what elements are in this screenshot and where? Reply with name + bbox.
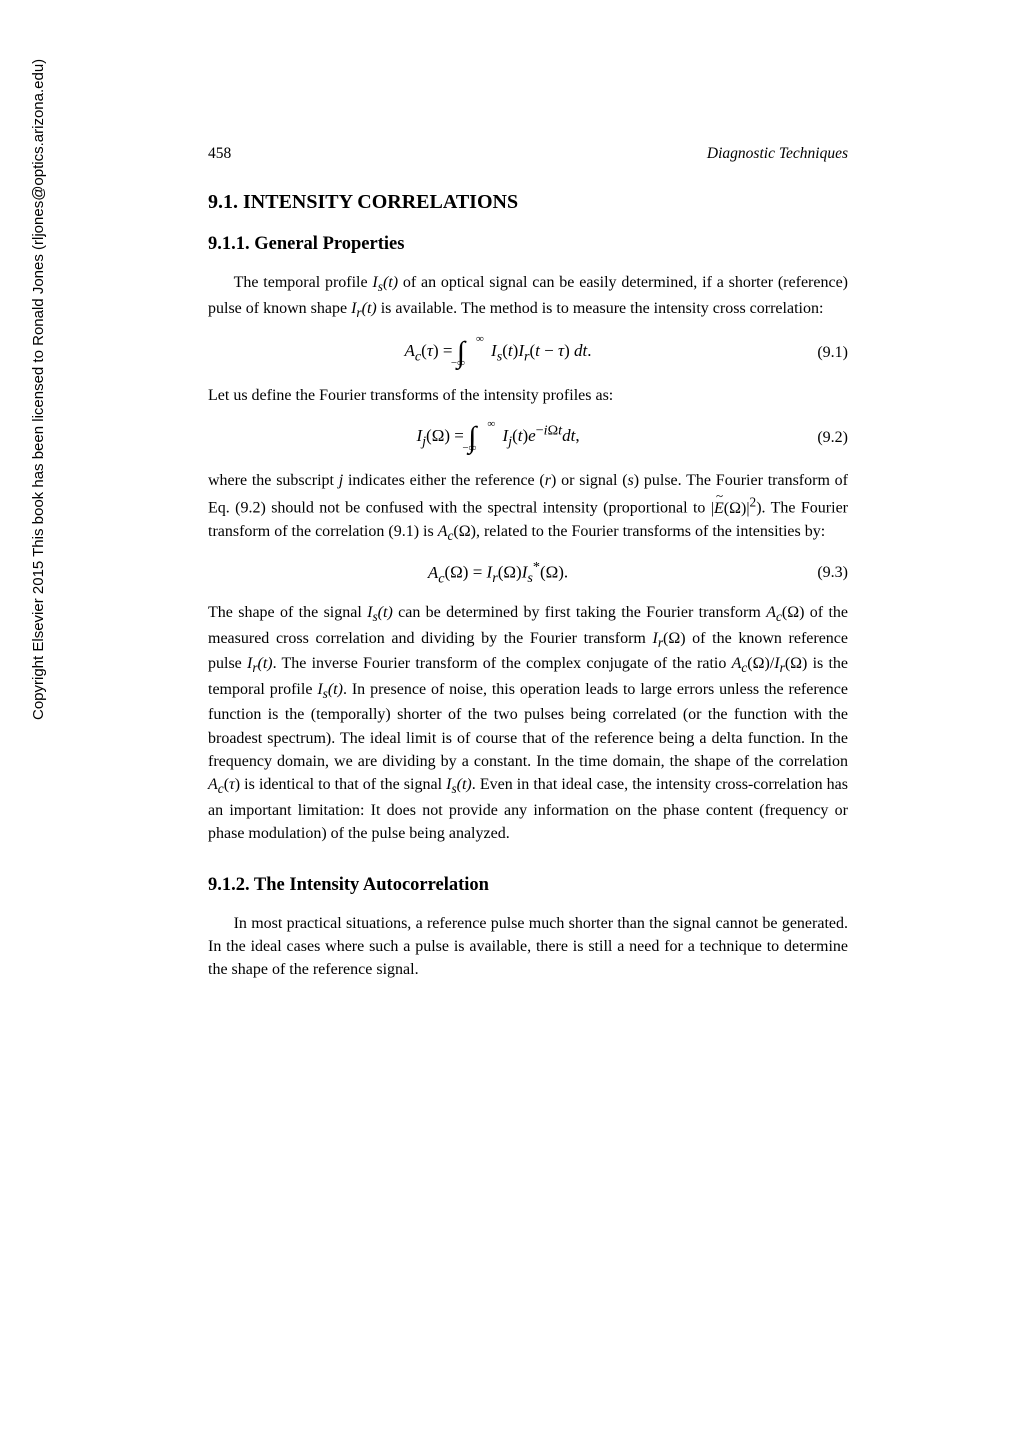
math-inline: Ac(Ω)/Ir(Ω) — [732, 655, 808, 672]
paragraph: Let us define the Fourier transforms of … — [208, 384, 848, 407]
math-inline: Is(t) — [446, 776, 472, 793]
equation-number: (9.1) — [788, 344, 848, 362]
page: Copyright Elsevier 2015 This book has be… — [0, 0, 1020, 1443]
subsection-heading: 9.1.1. General Properties — [208, 234, 848, 255]
math-inline: Ir(Ω) — [652, 630, 685, 647]
equation-body: Ac(Ω) = Ir(Ω)Is*(Ω). — [208, 559, 788, 587]
text: The temporal profile — [234, 274, 373, 291]
page-number: 458 — [208, 145, 231, 163]
math-inline: Ir(t) — [247, 655, 273, 672]
equation-number: (9.3) — [788, 564, 848, 582]
equation-body: Ij(Ω) = ∫−∞∞ Ij(t)e−iΩtdt, — [208, 421, 788, 455]
equation: Ij(Ω) = ∫−∞∞ Ij(t)e−iΩtdt, (9.2) — [208, 421, 848, 455]
math-inline: Ac(Ω) — [438, 523, 476, 540]
section-number: 9.1. — [208, 191, 238, 213]
subsection-number: 9.1.2. — [208, 875, 250, 895]
equation-body: Ac(τ) = ∫−∞∞ Is(t)Ir(t − τ) dt. — [208, 336, 788, 370]
text: indicates either the reference ( — [343, 472, 545, 489]
text: where the subscript — [208, 472, 339, 489]
text: The shape of the signal — [208, 604, 367, 621]
subsection-title: General Properties — [254, 234, 404, 254]
equation: Ac(Ω) = Ir(Ω)Is*(Ω). (9.3) — [208, 559, 848, 587]
math-inline: |E(Ω)|2 — [711, 500, 756, 517]
main-content: 458 Diagnostic Techniques 9.1. INTENSITY… — [208, 145, 848, 993]
text: , related to the Fourier transforms of t… — [476, 523, 825, 540]
section-heading: 9.1. INTENSITY CORRELATIONS — [208, 191, 848, 214]
text: is identical to that of the signal — [240, 776, 446, 793]
equation: Ac(τ) = ∫−∞∞ Is(t)Ir(t − τ) dt. (9.1) — [208, 336, 848, 370]
text: is available. The method is to measure t… — [377, 300, 824, 317]
math-inline: Is(t) — [372, 274, 398, 291]
math-inline: Ac(Ω) — [766, 604, 804, 621]
section-title: INTENSITY CORRELATIONS — [243, 191, 518, 213]
text: ) or signal ( — [551, 472, 628, 489]
math-inline: Is(t) — [367, 604, 393, 621]
running-title: Diagnostic Techniques — [707, 145, 848, 163]
equation-number: (9.2) — [788, 429, 848, 447]
subsection-heading: 9.1.2. The Intensity Autocorrelation — [208, 875, 848, 896]
text: can be determined by first taking the Fo… — [393, 604, 766, 621]
paragraph: where the subscript j indicates either t… — [208, 469, 848, 545]
math-inline: Ir(t) — [351, 300, 377, 317]
subsection-number: 9.1.1. — [208, 234, 250, 254]
paragraph: The temporal profile Is(t) of an optical… — [208, 271, 848, 322]
paragraph: The shape of the signal Is(t) can be det… — [208, 601, 848, 844]
math-inline: Ac(τ) — [208, 776, 240, 793]
running-header: 458 Diagnostic Techniques — [208, 145, 848, 163]
math-inline: Is(t) — [317, 681, 343, 698]
paragraph: In most practical situations, a referenc… — [208, 912, 848, 982]
copyright-sidebar: Copyright Elsevier 2015 This book has be… — [30, 59, 47, 720]
subsection-title: The Intensity Autocorrelation — [254, 875, 489, 895]
text: . The inverse Fourier transform of the c… — [273, 655, 732, 672]
